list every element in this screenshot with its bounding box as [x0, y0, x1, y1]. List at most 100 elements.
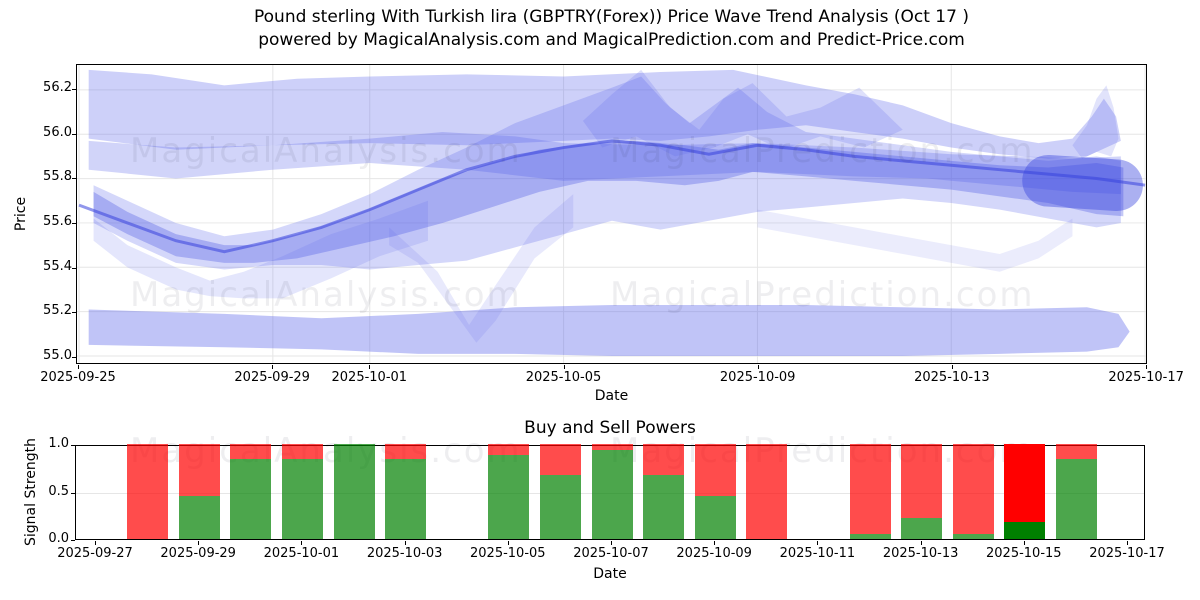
price-band-deep-light-v — [389, 194, 574, 343]
price-band-right-hook — [1072, 85, 1119, 159]
x-tick-label: 2025-10-11 — [779, 546, 856, 561]
sell-power-segment — [488, 444, 530, 455]
signal-bar — [1055, 444, 1097, 539]
x-tick-mark — [198, 541, 200, 545]
power-y-axis-label: Signal Strength — [23, 437, 39, 547]
signal-bar — [849, 444, 891, 539]
x-tick-mark — [301, 541, 303, 545]
signal-bar — [488, 444, 530, 539]
x-tick-mark — [404, 541, 406, 545]
buy-power-segment — [488, 455, 530, 539]
x-tick-label: 2025-09-25 — [40, 370, 116, 385]
x-tick-mark — [507, 541, 509, 545]
x-tick-mark — [757, 365, 759, 369]
signal-bar — [385, 444, 427, 539]
price-chart-plot-area — [76, 64, 1147, 364]
watermark-prediction: MagicalPrediction.com — [610, 275, 1035, 315]
x-tick-label: 2025-10-05 — [525, 370, 602, 385]
sell-power-segment — [694, 444, 736, 496]
signal-bar — [901, 444, 943, 539]
y-tick-label: 0.5 — [48, 483, 69, 499]
watermark-prediction: MagicalPrediction.com — [610, 131, 1035, 171]
x-tick-label: 2025-10-13 — [914, 370, 990, 385]
buy-power-segment — [1055, 459, 1097, 539]
sell-power-segment — [952, 444, 994, 534]
power-chart-title: Buy and Sell Powers — [524, 418, 696, 438]
price-band-top-band — [88, 69, 1121, 159]
price-x-axis-label: Date — [594, 388, 629, 404]
y-tick-mark — [72, 222, 76, 224]
x-tick-label: 2025-10-01 — [263, 546, 340, 561]
sell-power-segment — [1004, 444, 1046, 522]
x-tick-mark — [78, 365, 79, 369]
x-tick-label: 2025-10-13 — [882, 546, 959, 561]
buy-power-segment — [1004, 522, 1046, 539]
price-band-zigzag-peaks — [582, 69, 903, 157]
buy-power-segment — [539, 475, 581, 539]
x-tick-label: 2025-10-15 — [986, 546, 1062, 561]
price-band-fan-core — [93, 140, 1124, 263]
watermark-analysis: MagicalAnalysis.com — [130, 131, 522, 171]
price-band-right-dip-strand — [757, 209, 1073, 272]
y-tick-mark — [72, 178, 76, 180]
x-tick-mark — [369, 365, 371, 369]
price-band-bottom-band — [88, 304, 1130, 357]
signal-bar — [539, 444, 581, 539]
sell-power-segment — [746, 444, 788, 539]
x-tick-mark — [1146, 365, 1148, 369]
sell-power-segment — [591, 444, 633, 450]
y-tick-mark — [71, 445, 75, 446]
sell-power-segment — [849, 444, 891, 534]
figure-title-line1: Pound sterling With Turkish lira (GBPTRY… — [254, 7, 969, 27]
buy-power-segment — [178, 496, 220, 539]
y-tick-label: 56.2 — [43, 80, 72, 95]
sell-power-segment — [901, 444, 943, 518]
sell-power-segment — [127, 444, 169, 539]
price-band-fan-wide — [93, 76, 1121, 270]
signal-bar — [333, 444, 375, 539]
x-tick-mark — [611, 541, 612, 545]
x-tick-mark — [1023, 541, 1025, 545]
x-tick-label: 2025-10-17 — [1089, 546, 1165, 561]
x-tick-label: 2025-09-27 — [57, 546, 133, 561]
sell-power-segment — [230, 444, 272, 459]
x-tick-label: 2025-10-01 — [331, 370, 408, 385]
buy-power-segment — [694, 496, 736, 539]
sell-power-segment — [643, 444, 685, 475]
x-tick-label: 2025-09-29 — [160, 546, 236, 561]
signal-bar — [127, 444, 169, 539]
sell-power-segment — [178, 444, 220, 496]
price-band-mid-band — [88, 131, 1121, 195]
buy-power-segment — [849, 534, 891, 539]
y-tick-mark — [72, 89, 76, 90]
y-tick-label: 55.8 — [43, 169, 72, 185]
buy-power-segment — [591, 450, 633, 539]
x-tick-label: 2025-10-17 — [1108, 370, 1184, 385]
x-tick-mark — [951, 365, 953, 369]
buy-power-segment — [385, 459, 427, 539]
price-dark-capsule — [1022, 154, 1143, 212]
signal-bar — [746, 444, 788, 539]
y-tick-mark — [72, 312, 76, 314]
sell-power-segment — [385, 444, 427, 459]
y-tick-label: 1.0 — [48, 436, 69, 451]
sell-power-segment — [539, 444, 581, 475]
x-tick-label: 2025-10-03 — [366, 546, 443, 561]
signal-bar — [178, 444, 220, 539]
buy-power-segment — [281, 459, 323, 539]
signal-bar — [694, 444, 736, 539]
signal-bar — [591, 444, 633, 539]
y-tick-mark — [71, 540, 75, 541]
y-tick-label: 55.2 — [43, 303, 72, 319]
price-band-left-light-v — [93, 200, 428, 299]
figure-title-line2: powered by MagicalAnalysis.com and Magic… — [258, 30, 965, 50]
price-y-axis-label: Price — [13, 196, 29, 232]
buy-power-segment — [333, 444, 375, 539]
y-tick-label: 55.0 — [43, 347, 72, 363]
x-tick-label: 2025-10-09 — [719, 370, 796, 385]
x-tick-label: 2025-10-09 — [676, 546, 752, 561]
price-trend-line — [78, 139, 1146, 254]
y-tick-label: 56.0 — [43, 124, 72, 140]
y-tick-label: 55.6 — [43, 213, 72, 229]
